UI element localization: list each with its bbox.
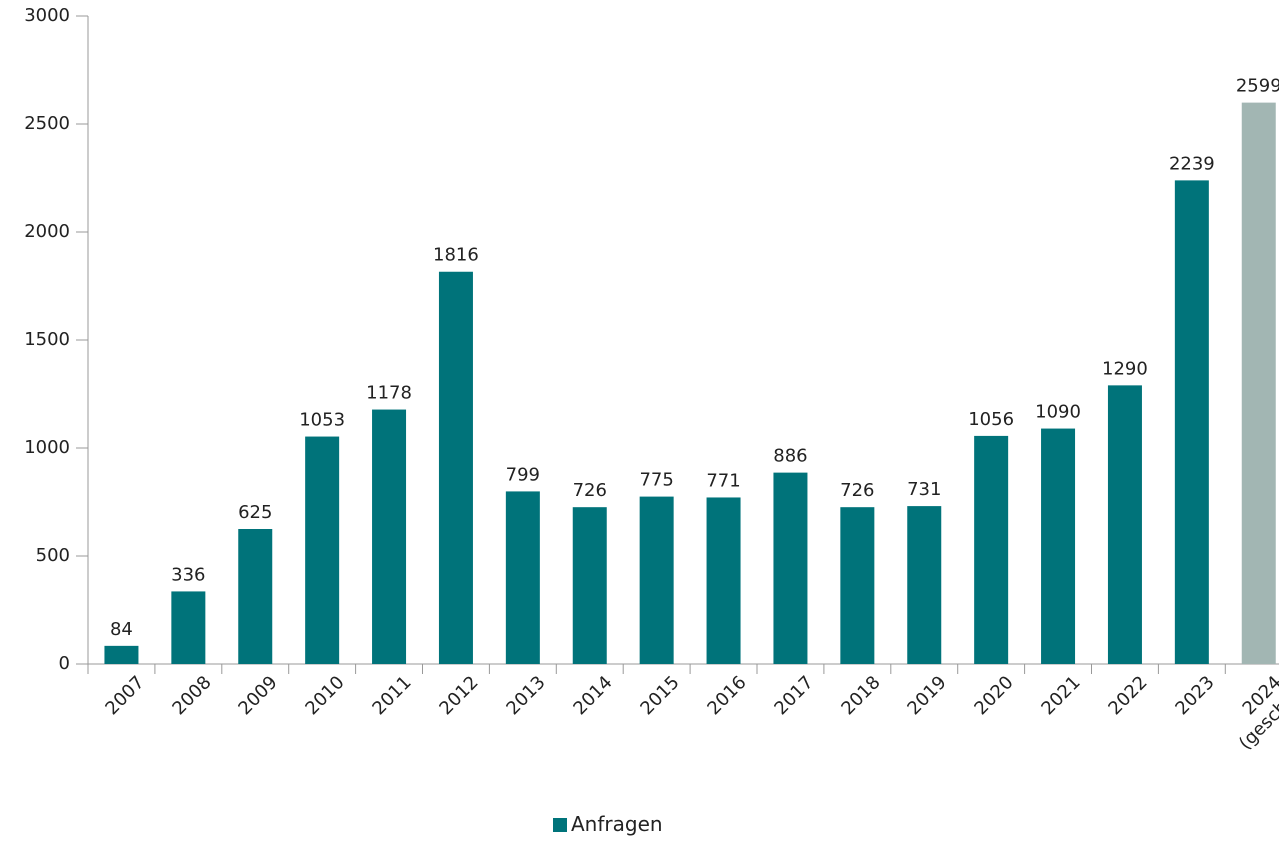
data-label: 731 xyxy=(907,479,941,500)
bar xyxy=(572,507,607,664)
data-label: 1056 xyxy=(968,409,1014,430)
data-label: 2599 xyxy=(1236,76,1279,97)
bar xyxy=(505,491,540,664)
data-label: 799 xyxy=(506,464,540,485)
y-tick-label: 1000 xyxy=(24,437,70,458)
bar xyxy=(773,472,808,664)
y-tick-label: 2000 xyxy=(24,221,70,242)
data-label: 1053 xyxy=(299,410,345,431)
legend-swatch xyxy=(553,818,567,832)
bar xyxy=(171,591,206,664)
bar xyxy=(372,409,407,664)
y-tick-label: 500 xyxy=(36,545,70,566)
data-label: 625 xyxy=(238,502,272,523)
legend-label: Anfragen xyxy=(571,812,663,836)
bar xyxy=(706,497,741,664)
bar xyxy=(639,496,674,664)
y-tick-label: 1500 xyxy=(24,329,70,350)
data-label: 2239 xyxy=(1169,153,1215,174)
data-label: 1290 xyxy=(1102,358,1148,379)
bar xyxy=(1107,385,1142,664)
data-label: 726 xyxy=(840,480,874,501)
bar xyxy=(907,506,942,664)
data-label: 771 xyxy=(706,470,740,491)
y-tick-label: 2500 xyxy=(24,113,70,134)
bar xyxy=(840,507,875,664)
data-label: 1090 xyxy=(1035,402,1081,423)
data-label: 886 xyxy=(773,446,807,467)
data-label: 726 xyxy=(573,480,607,501)
data-label: 1816 xyxy=(433,245,479,266)
bar xyxy=(974,435,1009,664)
bar xyxy=(1041,428,1076,664)
bar xyxy=(104,645,139,664)
bar xyxy=(1174,180,1209,664)
bar xyxy=(238,529,273,664)
data-label: 1178 xyxy=(366,383,412,404)
y-tick-label: 0 xyxy=(59,653,70,674)
bar xyxy=(305,436,340,664)
data-label: 775 xyxy=(639,470,673,491)
bar xyxy=(1241,102,1276,665)
y-tick-label: 3000 xyxy=(24,5,70,26)
data-label: 336 xyxy=(171,564,205,585)
data-label: 84 xyxy=(110,619,133,640)
bar xyxy=(438,271,473,664)
